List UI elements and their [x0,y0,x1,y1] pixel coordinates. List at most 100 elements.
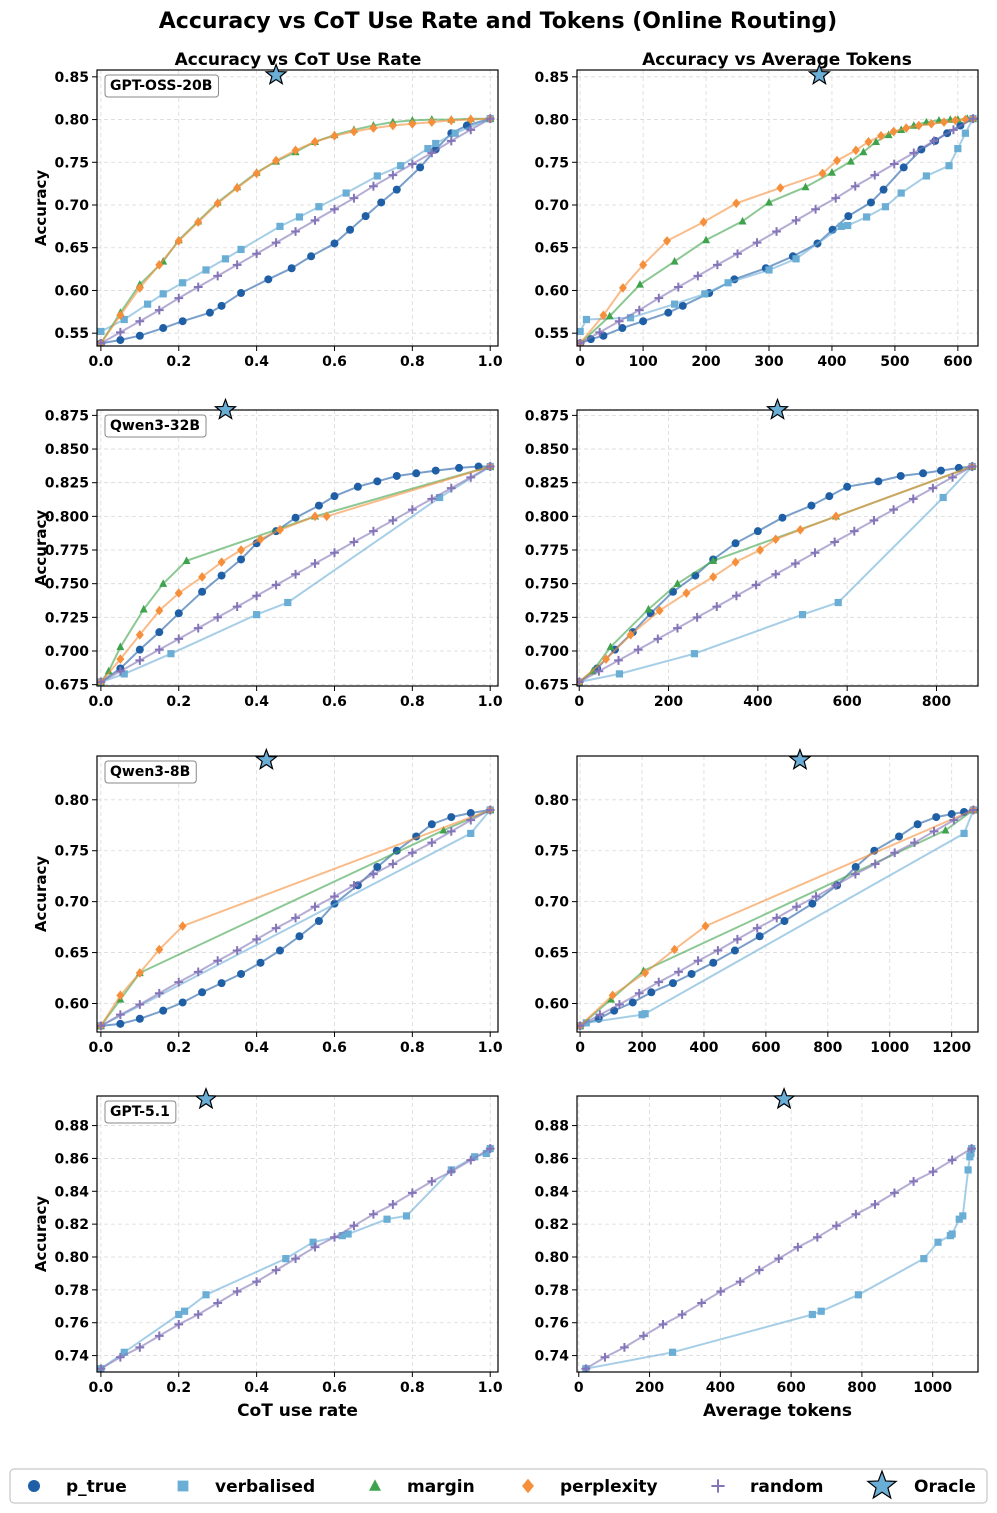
data-point-random [174,977,184,987]
data-point-random [929,826,939,836]
y-tick-label: 0.675 [45,678,89,694]
data-point-random [831,880,841,890]
data-point-perplexity [639,260,648,270]
legend-label-verbalised: verbalised [215,1477,315,1497]
y-tick-label: 0.65 [54,946,89,962]
x-tick-label: 0 [574,1380,584,1396]
data-point-random [752,238,762,248]
data-point-verbalised [668,1348,677,1356]
chart-panel-gpt-5-1-cot-rate: 0.0 0.2 0.4 0.6 0.8 1.0 0.74 0.76 0.78 0.80 0.82 0.… [32,1087,503,1421]
x-tick-label: 0.4 [244,1380,269,1396]
data-point-random [831,193,841,203]
y-tick-label: 0.75 [54,844,89,860]
x-tick-label: 1200 [932,1040,971,1056]
data-point-random [427,494,437,504]
data-point-p_true [431,466,440,475]
x-tick-label: 0.0 [88,1040,113,1056]
data-point-random [909,1177,918,1186]
data-point-margin [941,825,950,834]
data-point-perplexity [116,310,125,321]
data-point-p_true [116,336,125,345]
data-point-p_true [275,946,284,955]
chart-panel-gpt-oss-20b-cot-rate: 0.0 0.2 0.4 0.6 0.8 1.0 0.55 0.60 0.65 0.70 0.75 0.… [32,62,503,370]
data-point-p_true [730,946,739,955]
y-tick-label: 0.84 [534,1184,569,1200]
x-tick-label: 400 [743,694,772,710]
data-point-margin [702,235,711,244]
data-point-random [193,967,203,977]
data-point-random [271,923,281,933]
data-point-perplexity [796,525,805,535]
y-tick-label: 0.75 [534,155,569,171]
legend-marker-random [711,1479,725,1493]
data-point-random [595,1010,605,1020]
data-point-p_true [217,979,226,988]
data-point-perplexity [116,990,125,1001]
x-tick-label: 0.8 [400,1380,425,1396]
legend-frame [9,1468,988,1504]
data-point-verbalised [309,1238,317,1246]
data-point-perplexity [940,117,949,127]
plot-area [97,805,495,1031]
data-point-p_true [807,501,816,510]
data-point-verbalised [954,145,962,153]
y-tick-label: 0.850 [45,442,90,458]
data-point-random [949,815,959,825]
data-point-p_true [217,301,226,310]
data-point-p_true [353,482,362,491]
data-point-verbalised [284,598,292,607]
x-tick-label: 800 [922,694,951,710]
data-point-verbalised [237,245,245,254]
y-tick-label: 0.675 [525,678,569,694]
data-point-random [252,934,262,944]
x-tick-label: 0.6 [322,354,347,370]
data-point-p_true [896,471,905,480]
data-point-p_true [668,979,677,988]
data-point-verbalised [817,1307,825,1315]
data-point-random [369,526,378,536]
data-point-p_true [330,492,339,501]
data-point-p_true [866,198,875,207]
y-tick-label: 0.65 [534,241,569,257]
data-point-perplexity [174,588,183,598]
data-point-random [213,612,223,622]
data-point-random [193,623,203,633]
data-point-random [620,1342,629,1352]
y-tick-label: 0.875 [525,408,569,424]
x-tick-label: 0.2 [166,1040,191,1056]
data-point-random [889,159,899,169]
y-tick-label: 0.800 [45,509,90,525]
data-point-verbalised [424,145,432,153]
data-point-random [407,159,417,169]
y-tick-label: 0.875 [45,408,89,424]
data-point-p_true [291,513,300,522]
data-point-perplexity [322,511,331,522]
data-point-p_true [178,317,187,326]
data-point-p_true [377,198,386,207]
data-point-random [908,494,918,504]
data-point-random [154,1331,164,1341]
y-tick-label: 0.800 [525,509,570,525]
y-tick-label: 0.80 [54,793,89,809]
model-name-box [104,1100,177,1124]
data-point-random [97,1021,106,1031]
oracle-marker [264,62,288,86]
data-point-margin [846,157,855,165]
data-point-random [812,1232,822,1242]
data-point-verbalised [844,221,852,230]
data-point-p_true [919,469,928,478]
model-name: Qwen3-8B [110,764,190,780]
data-point-margin [439,825,448,834]
data-point-p_true [709,958,718,967]
data-point-p_true [753,527,762,536]
legend-label-margin: margin [407,1477,475,1497]
data-point-random [485,114,495,124]
data-point-p_true [936,466,945,475]
series-line-perplexity [100,809,491,1027]
data-point-perplexity [771,534,780,545]
data-point-margin [635,280,644,288]
data-point-random [388,1200,398,1209]
x-axis-label: Average tokens [703,1401,852,1421]
x-tick-label: 1000 [870,1040,909,1056]
data-point-p_true [778,513,787,522]
